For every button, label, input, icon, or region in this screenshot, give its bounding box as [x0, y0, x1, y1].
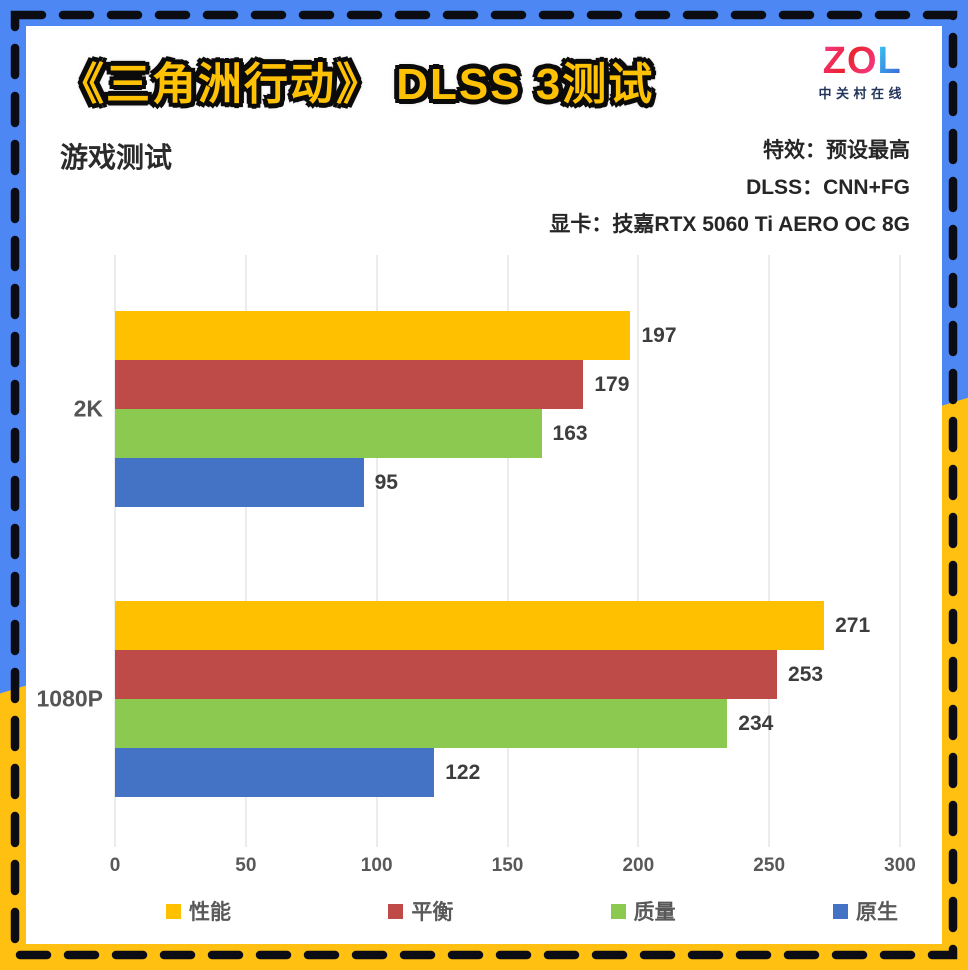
x-tick-label: 250 — [753, 855, 786, 876]
zol-logo-subtext: 中关村在线 — [818, 86, 906, 101]
bar: 234 — [115, 699, 773, 748]
bar: 197 — [115, 311, 677, 360]
legend-label: 原生 — [855, 901, 898, 924]
gridline — [245, 255, 247, 847]
bar: 163 — [115, 409, 588, 458]
gridline — [114, 255, 116, 847]
gridline — [768, 255, 770, 847]
value-label: 163 — [552, 421, 588, 445]
legend-item: 原生 — [832, 896, 898, 926]
legend-swatch — [166, 903, 181, 919]
logo-letter-z: Z — [822, 40, 847, 82]
zol-logo: ZOL 中关村在线 — [818, 42, 906, 102]
x-tick-label: 0 — [109, 855, 121, 876]
test-settings: 特效：预设最高 DLSS：CNN+FG 显卡：技嘉RTX 5060 Ti AER… — [549, 132, 910, 243]
bar: 271 — [115, 601, 870, 650]
value-label: 234 — [738, 711, 774, 735]
value-label: 179 — [594, 372, 630, 396]
info-line-gpu: 显卡：技嘉RTX 5060 Ti AERO OC 8G — [549, 213, 910, 236]
x-axis: 0 50 100 150 200 250 300 — [110, 855, 916, 881]
category-label: 2K — [73, 395, 103, 422]
gridline — [899, 255, 901, 847]
x-tick-label: 200 — [622, 855, 655, 876]
bar-group: 2K 197 179 163 95 — [74, 311, 900, 507]
bar-group: 1080P 271 253 234 122 — [36, 601, 900, 797]
legend-swatch — [832, 903, 848, 919]
gridline — [507, 255, 508, 847]
x-tick-label: 150 — [491, 855, 524, 876]
legend-item: 质量 — [610, 896, 676, 926]
zol-logo-text: ZOL — [818, 42, 906, 80]
info-line-dlss: DLSS：CNN+FG — [746, 176, 910, 199]
page-title: 《三角洲行动》 DLSS 3测试 — [60, 60, 655, 109]
content-panel: 《三角洲行动》 DLSS 3测试 ZOL 中关村在线 游戏测试 特效：预设最高 … — [26, 26, 942, 944]
logo-letter-l: L — [877, 40, 902, 82]
legend-label: 性能 — [189, 901, 231, 924]
legend-item: 性能 — [166, 896, 231, 926]
category-label: 1080P — [36, 685, 103, 712]
x-tick-label: 300 — [884, 855, 916, 876]
legend-swatch — [388, 903, 404, 919]
legend-label: 平衡 — [411, 901, 454, 924]
value-label: 197 — [641, 323, 677, 347]
chart-title: 游戏测试 — [60, 142, 173, 173]
legend: 性能 平衡 质量 原生 — [166, 896, 898, 926]
bar: 253 — [115, 650, 823, 699]
value-label: 253 — [788, 662, 824, 686]
gridline — [637, 255, 639, 847]
x-tick-label: 50 — [235, 855, 257, 876]
bar: 122 — [115, 748, 480, 797]
legend-item: 平衡 — [388, 896, 453, 926]
plot-area: 2K 197 179 163 95 1080P 271 253 234 122 — [36, 255, 901, 847]
logo-letter-o: O — [846, 40, 878, 82]
gridline — [376, 255, 378, 847]
value-label: 271 — [835, 613, 871, 637]
legend-swatch — [610, 903, 626, 919]
info-line-effects: 特效：预设最高 — [763, 139, 910, 162]
bar: 179 — [115, 360, 629, 409]
value-label: 95 — [374, 470, 398, 494]
value-label: 122 — [445, 760, 481, 784]
bar: 95 — [115, 458, 398, 507]
legend-label: 质量 — [633, 901, 676, 924]
x-tick-label: 100 — [360, 855, 393, 876]
